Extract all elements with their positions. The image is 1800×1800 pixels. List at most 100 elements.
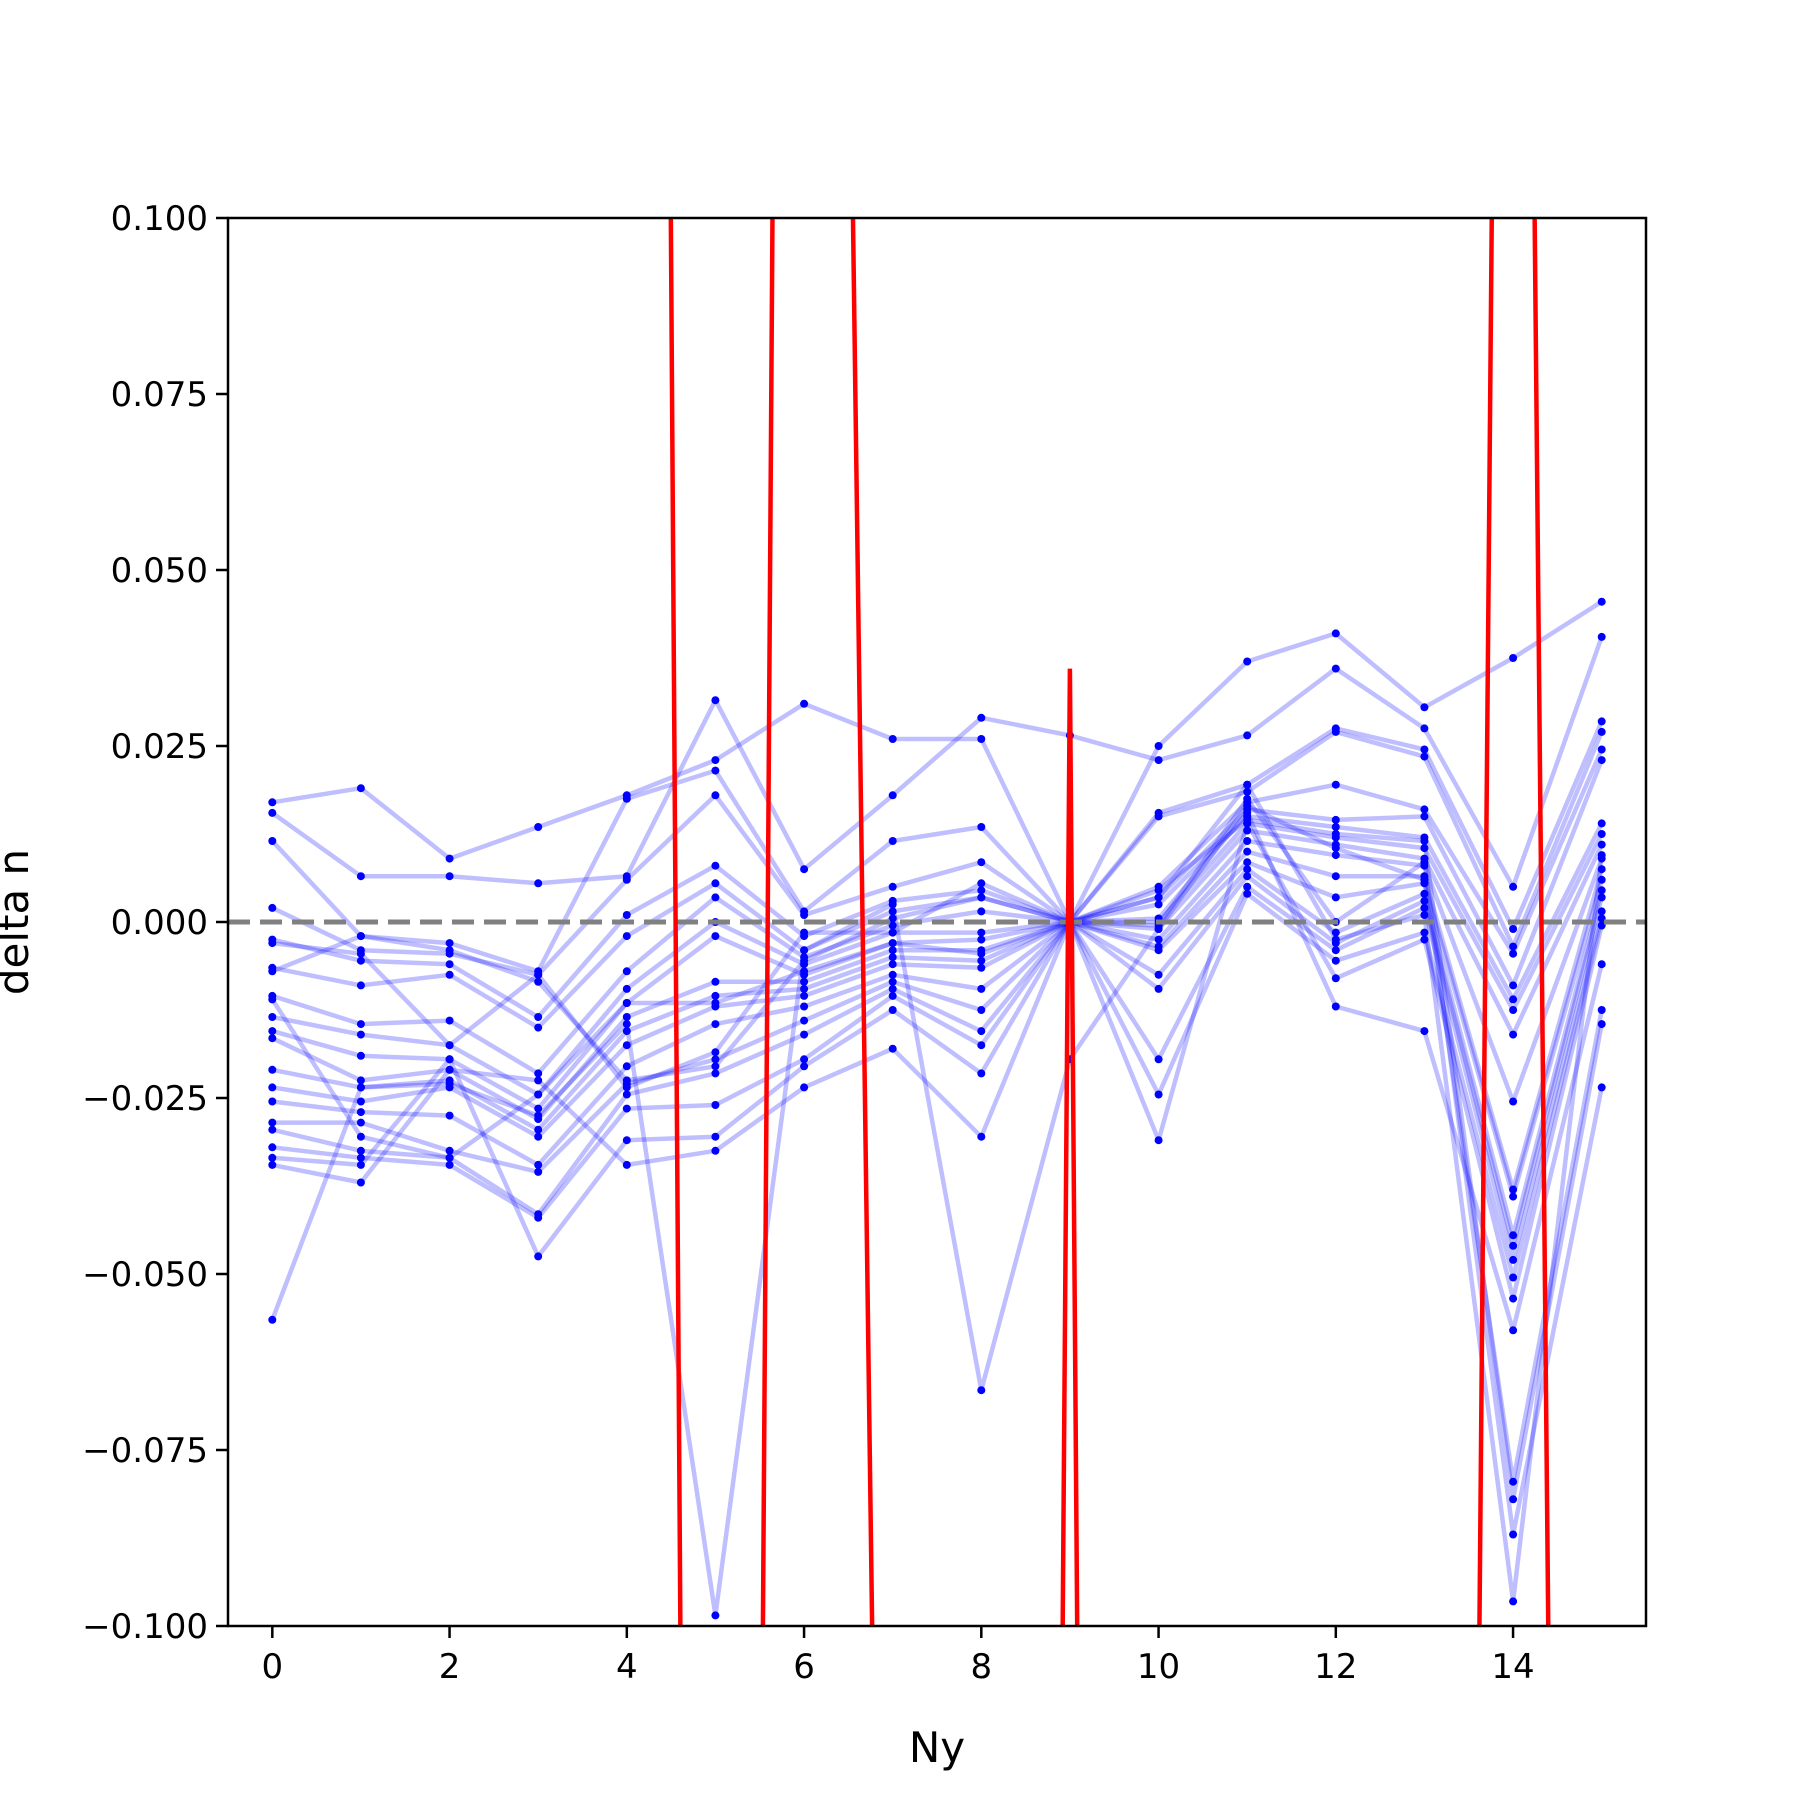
blue-point — [268, 967, 277, 976]
blue-point — [1243, 837, 1252, 845]
y-tick-label: 0.075 — [111, 375, 208, 415]
blue-point — [1597, 886, 1606, 895]
blue-point — [977, 1041, 986, 1050]
blue-point — [1509, 1255, 1518, 1264]
y-tick-label: −0.100 — [82, 1607, 208, 1647]
blue-point — [534, 1125, 543, 1134]
blue-point — [356, 1146, 365, 1155]
y-axis: 0.100 0.075 0.050 0.025 0.000 −0.025 −0.050 −0.… — [82, 199, 228, 1647]
blue-point — [711, 932, 720, 941]
blue-point — [711, 861, 720, 870]
blue-point — [977, 949, 986, 958]
blue-point — [1420, 903, 1429, 912]
blue-point — [1597, 819, 1606, 828]
blue-point — [711, 999, 720, 1007]
blue-point — [1597, 875, 1606, 884]
blue-point — [268, 903, 277, 912]
blue-series-lines — [270, 599, 1604, 1618]
blue-point — [622, 794, 631, 803]
blue-point — [977, 956, 986, 965]
blue-point — [1331, 851, 1340, 860]
blue-point — [268, 837, 277, 845]
blue-point — [1420, 745, 1429, 754]
blue-point — [356, 1076, 365, 1085]
y-tick-label: 0.025 — [111, 727, 208, 767]
blue-point — [445, 1079, 454, 1088]
blue-point — [534, 970, 543, 979]
x-axis: 0 2 4 6 8 10 12 14 — [261, 1626, 1535, 1687]
blue-point — [1597, 1083, 1606, 1092]
blue-point — [711, 1101, 720, 1109]
blue-series-line-5 — [271, 759, 1604, 1030]
blue-point — [534, 1104, 543, 1113]
blue-point — [711, 791, 720, 800]
blue-point — [1509, 1097, 1518, 1106]
blue-point — [268, 1013, 277, 1021]
blue-point — [622, 1160, 631, 1169]
blue-point — [534, 1132, 543, 1141]
blue-point — [1154, 893, 1163, 902]
blue-point — [1243, 847, 1252, 856]
blue-point — [1331, 629, 1340, 638]
blue-point — [800, 1002, 809, 1011]
blue-point — [1243, 780, 1252, 789]
blue-point — [1597, 840, 1606, 849]
blue-point — [1597, 851, 1606, 860]
blue-point — [1597, 914, 1606, 923]
blue-point — [1420, 837, 1429, 845]
blue-point — [1420, 812, 1429, 821]
blue-point — [356, 1097, 365, 1106]
blue-point — [1154, 900, 1163, 909]
blue-series-line-11 — [271, 859, 1604, 1199]
blue-point — [1509, 1495, 1518, 1504]
blue-point — [445, 1146, 454, 1155]
blue-point — [534, 977, 543, 986]
blue-point — [622, 1076, 631, 1085]
blue-point — [977, 907, 986, 916]
blue-point — [622, 875, 631, 884]
blue-point — [622, 1020, 631, 1029]
blue-series-line-10 — [271, 849, 1604, 1192]
blue-point — [1597, 717, 1606, 726]
blue-point — [1420, 858, 1429, 867]
blue-point — [445, 1065, 454, 1074]
y-tick-label: 0.100 — [111, 199, 208, 239]
blue-point — [445, 1160, 454, 1169]
blue-point — [711, 766, 720, 775]
blue-point — [1243, 865, 1252, 874]
blue-point — [711, 893, 720, 902]
blue-point — [445, 1016, 454, 1025]
blue-point — [711, 1062, 720, 1071]
x-tick-label: 12 — [1314, 1647, 1357, 1687]
blue-point — [977, 1069, 986, 1078]
blue-point — [711, 1069, 720, 1078]
blue-point — [1154, 1055, 1163, 1064]
blue-point — [534, 1160, 543, 1169]
blue-point — [800, 865, 809, 874]
blue-point — [1154, 812, 1163, 821]
blue-point — [888, 735, 897, 743]
blue-point — [977, 1027, 986, 1036]
blue-point — [888, 914, 897, 923]
blue-point — [711, 1048, 720, 1057]
blue-point — [711, 696, 720, 705]
blue-point — [622, 1013, 631, 1021]
x-tick-label: 0 — [261, 1647, 283, 1687]
x-axis-title: Ny — [909, 1723, 965, 1772]
blue-point — [1331, 823, 1340, 831]
blue-point — [800, 911, 809, 919]
blue-point — [1331, 830, 1340, 838]
blue-point — [1420, 911, 1429, 919]
blue-series-line-9 — [271, 838, 1604, 1122]
y-axis-title: delta n — [0, 849, 38, 995]
blue-point — [800, 1016, 809, 1025]
blue-point — [622, 1083, 631, 1092]
blue-point — [1243, 882, 1252, 891]
blue-point — [711, 1611, 720, 1620]
blue-point — [1154, 1090, 1163, 1099]
blue-point — [888, 921, 897, 930]
blue-point — [1509, 995, 1518, 1004]
blue-point — [1243, 808, 1252, 817]
blue-series-line-14 — [271, 884, 1604, 1263]
